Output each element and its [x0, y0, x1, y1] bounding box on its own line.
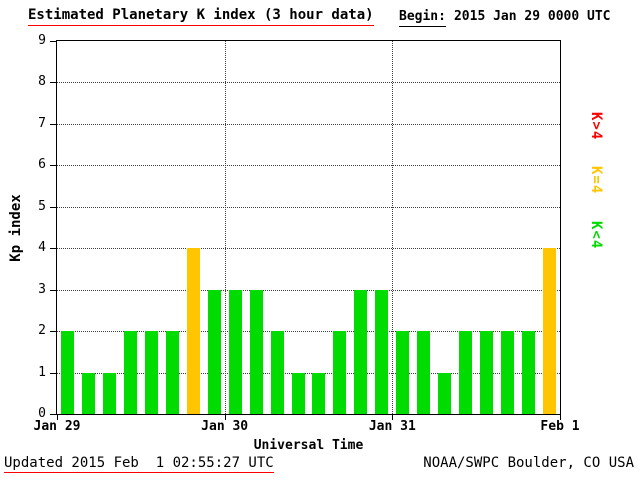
kp-bar: [270, 331, 284, 414]
legend-item: K=4: [588, 166, 604, 195]
gridline-vertical: [392, 41, 394, 414]
y-tick-label: 7: [38, 115, 46, 131]
y-tick-mark: [50, 123, 57, 125]
x-axis-title: Universal Time: [253, 438, 364, 453]
y-tick-mark: [50, 372, 57, 374]
kp-bar: [123, 331, 137, 414]
y-tick-label: 0: [38, 406, 46, 421]
kp-bar: [522, 331, 536, 414]
kp-bar: [354, 289, 368, 414]
kp-bar: [396, 331, 410, 414]
updated-text: Updated 2015 Feb 1 02:55:27 UTC: [4, 455, 274, 473]
kp-bar: [102, 372, 116, 414]
y-tick-mark: [50, 41, 57, 42]
kp-bar: [501, 331, 515, 414]
kp-bar: [60, 331, 74, 414]
kp-bar: [438, 372, 452, 414]
y-tick-label: 1: [38, 364, 46, 380]
x-tick-mark: [560, 415, 561, 420]
y-tick-label: 4: [38, 240, 46, 256]
kp-bar: [144, 331, 158, 414]
kp-bar: [81, 372, 95, 414]
gridline-horizontal: [57, 206, 560, 208]
plot-area: [56, 40, 561, 415]
x-tick-label: Feb 1: [540, 419, 580, 434]
y-tick-mark: [50, 331, 57, 333]
y-tick-mark: [50, 82, 57, 84]
kp-bar: [228, 289, 242, 414]
gridline-vertical: [224, 41, 226, 414]
kp-bar: [480, 331, 494, 414]
x-tick-mark: [57, 415, 58, 420]
y-tick-label: 6: [38, 157, 46, 173]
credit-text: NOAA/SWPC Boulder, CO USA: [423, 455, 634, 471]
kp-bar: [291, 372, 305, 414]
gridline-horizontal: [57, 372, 560, 374]
y-tick-label: 2: [38, 323, 46, 339]
y-axis-title: Kp index: [8, 194, 24, 262]
kp-bar: [459, 331, 473, 414]
kp-bar: [543, 248, 557, 414]
kp-bar: [312, 372, 326, 414]
kp-bar: [207, 289, 221, 414]
begin-timestamp: Begin: 2015 Jan 29 0000 UTC: [399, 9, 611, 27]
kp-bar: [165, 331, 179, 414]
y-tick-mark: [50, 414, 57, 415]
kp-bar: [417, 331, 431, 414]
legend-item: K>4: [588, 112, 604, 141]
kp-bar: [333, 331, 347, 414]
y-tick-mark: [50, 206, 57, 208]
gridline-horizontal: [57, 165, 560, 167]
gridline-horizontal: [57, 82, 560, 84]
y-tick-mark: [50, 165, 57, 167]
y-tick-label: 5: [38, 198, 46, 214]
x-tick-mark: [224, 415, 226, 420]
gridline-horizontal: [57, 289, 560, 291]
y-tick-mark: [50, 248, 57, 250]
x-tick-label: Jan 31: [368, 419, 416, 434]
legend: K>4 K=4 K<4: [588, 112, 604, 249]
gridline-horizontal: [57, 248, 560, 250]
x-tick-label: Jan 29: [33, 419, 81, 434]
y-tick-label: 9: [38, 33, 46, 48]
gridline-horizontal: [57, 123, 560, 125]
begin-value: 2015 Jan 29 0000 UTC: [453, 9, 611, 24]
y-tick-label: 8: [38, 74, 46, 90]
chart-title: Estimated Planetary K index (3 hour data…: [28, 7, 374, 26]
gridline-horizontal: [57, 331, 560, 333]
legend-item: K<4: [588, 220, 604, 249]
kp-bar: [375, 289, 389, 414]
kp-bar: [249, 289, 263, 414]
begin-label: Begin:: [399, 9, 446, 27]
kp-bar: [186, 248, 200, 414]
y-tick-mark: [50, 289, 57, 291]
x-tick-mark: [392, 415, 394, 420]
x-tick-label: Jan 30: [201, 419, 249, 434]
y-tick-label: 3: [38, 281, 46, 297]
